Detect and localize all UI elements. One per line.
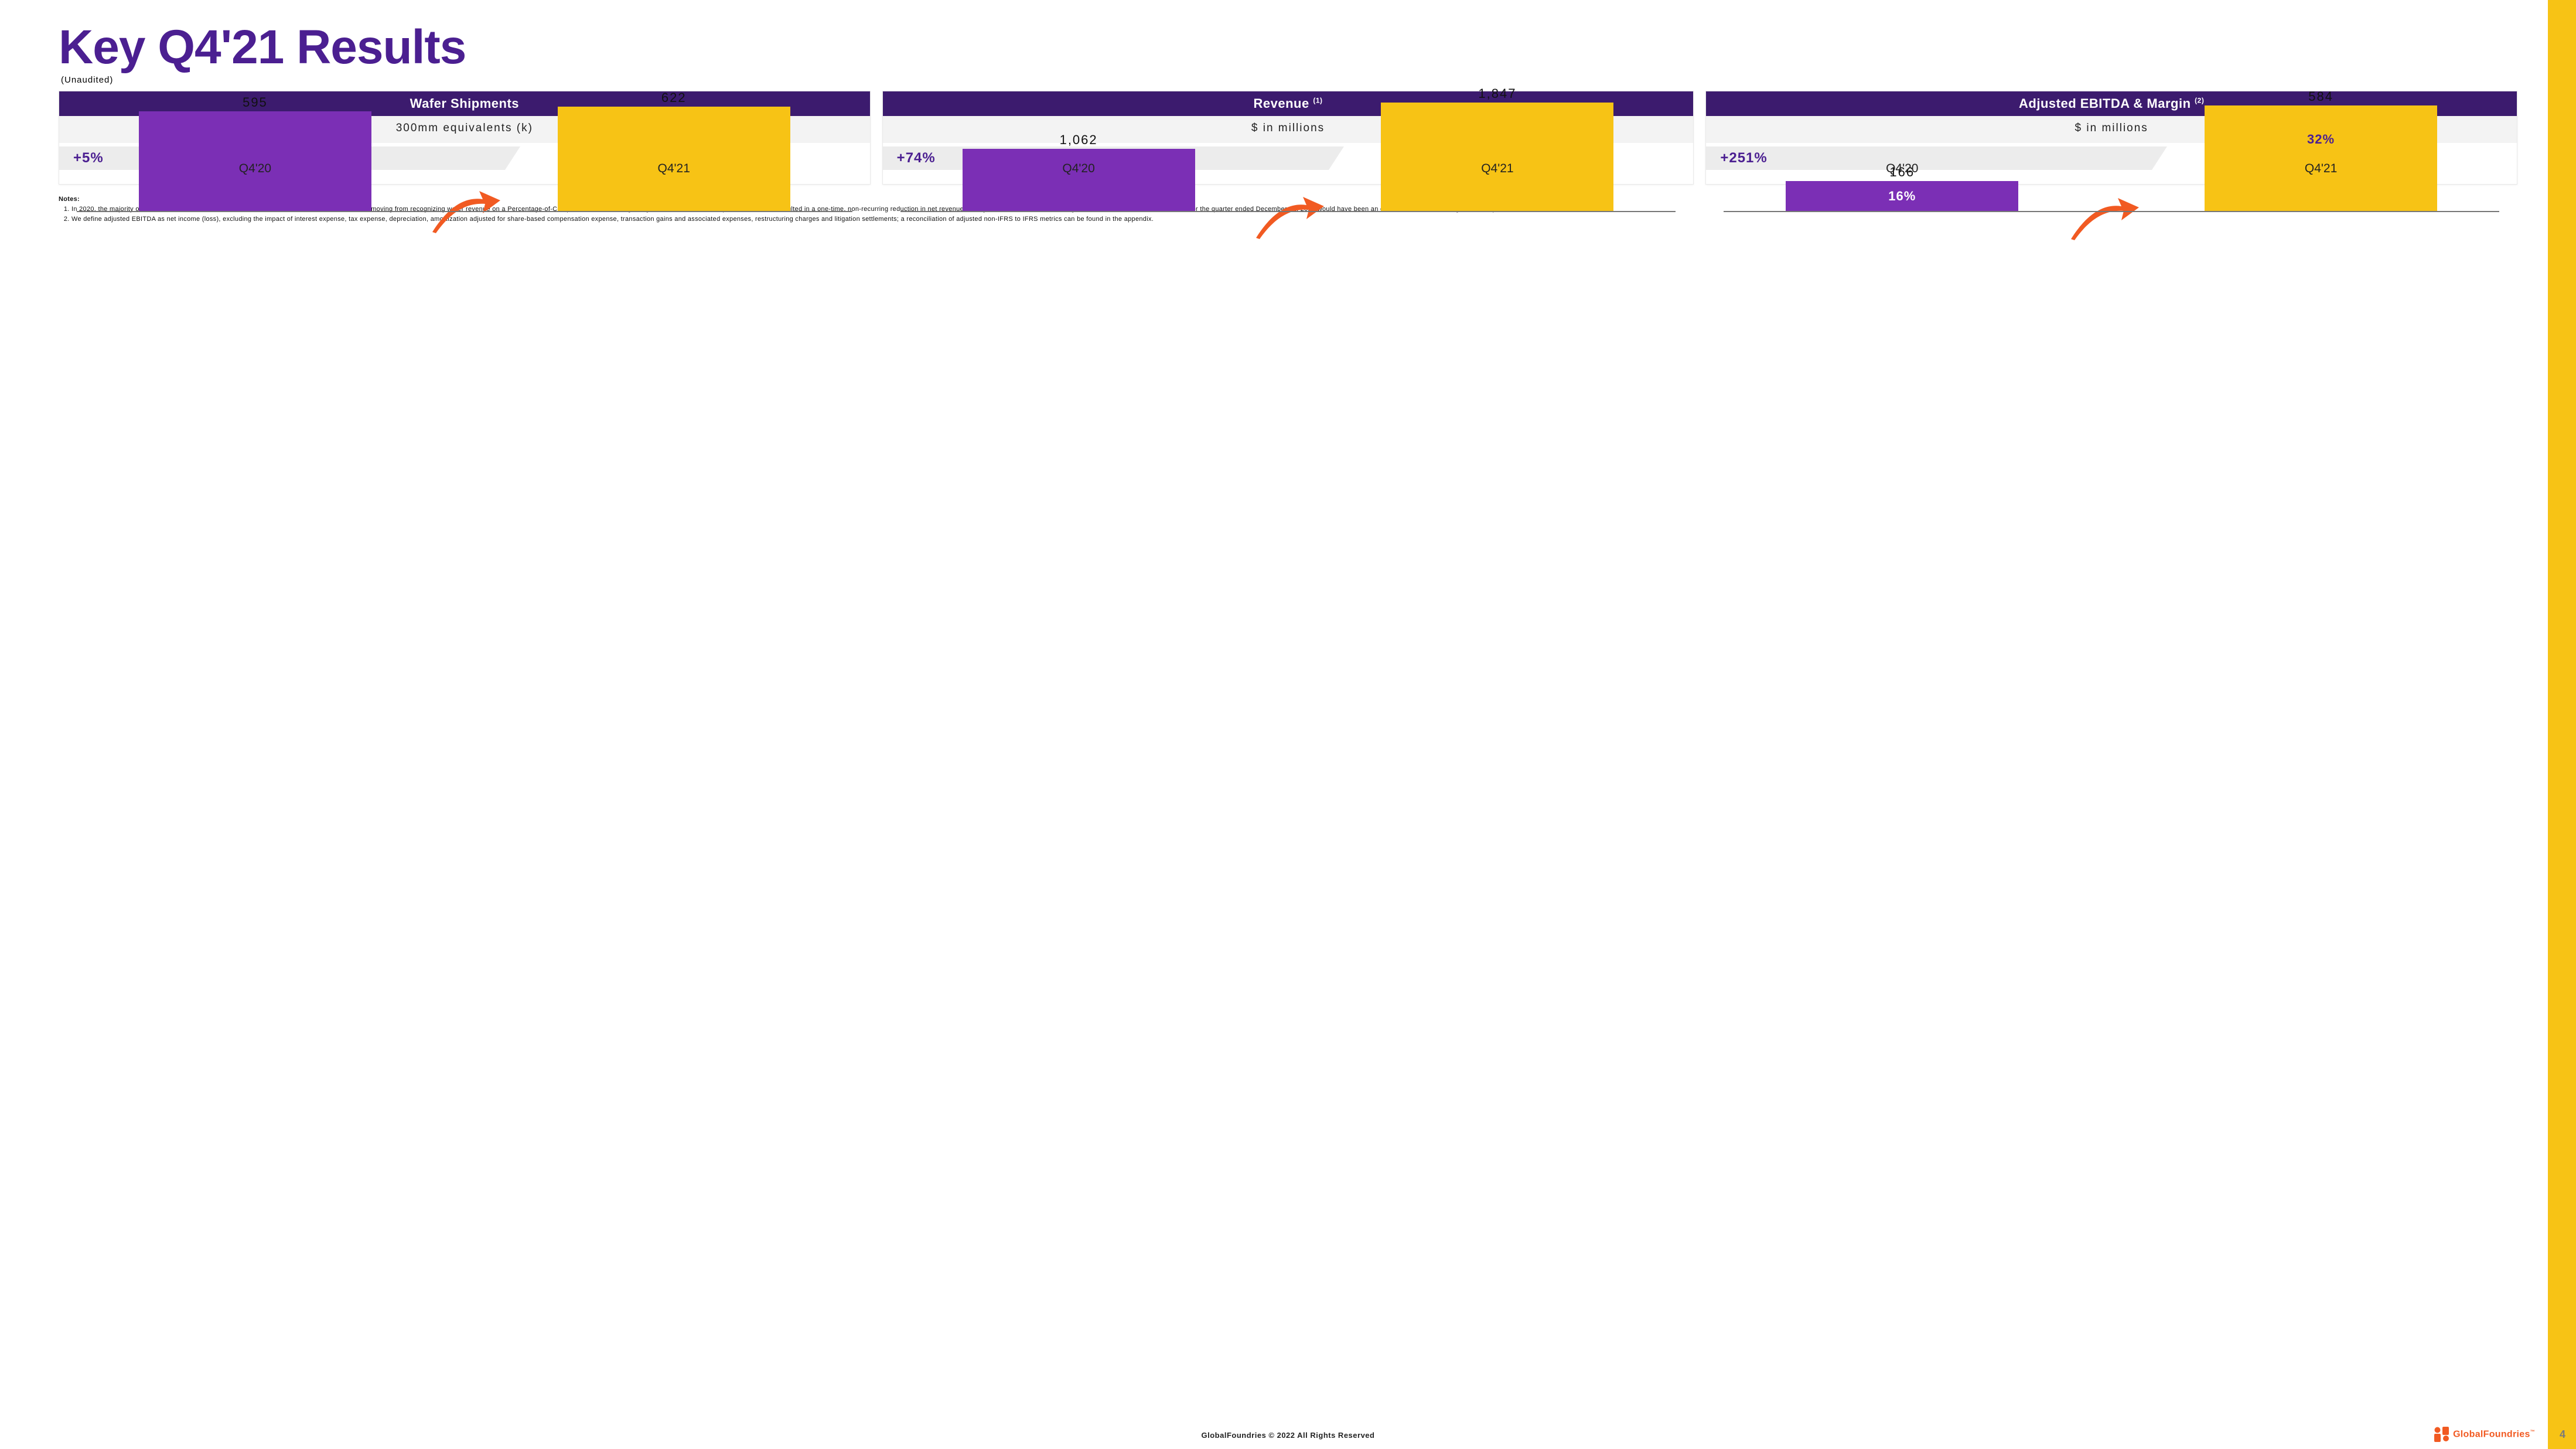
panel-header-text: Revenue <box>1254 96 1309 111</box>
panel-row: Wafer Shipments 300mm equivalents (k) +5… <box>59 91 2517 185</box>
brand-mark-icon <box>2434 1427 2449 1442</box>
right-accent-bar <box>2548 0 2576 1449</box>
unaudited-label: (Unaudited) <box>61 75 2517 85</box>
x-label: Q4'21 <box>2205 162 2437 176</box>
x-label: Q4'20 <box>963 162 1195 176</box>
x-label: Q4'21 <box>558 162 790 176</box>
brand-name-text: GlobalFoundries <box>2453 1429 2530 1439</box>
panel-revenue: Revenue (1) $ in millions +74% 1,062 <box>882 91 1694 185</box>
bar-value-label: 1,847 <box>1478 86 1516 101</box>
x-label: Q4'21 <box>1381 162 1613 176</box>
brand-logo: GlobalFoundries™ <box>2434 1427 2535 1442</box>
notes-section: Notes: In 2020, the majority of our cust… <box>59 195 2517 224</box>
slide: Key Q4'21 Results (Unaudited) Wafer Ship… <box>0 0 2576 1449</box>
x-axis-labels: Q4'20 Q4'21 <box>77 158 852 176</box>
panel-wafer: Wafer Shipments 300mm equivalents (k) +5… <box>59 91 871 185</box>
chart-plot: 1,062 1,847 <box>900 211 1676 212</box>
panel-header-text: Adjusted EBITDA & Margin <box>2019 96 2191 111</box>
bar-value-label: 595 <box>243 95 268 110</box>
x-axis-labels: Q4'20 Q4'21 <box>1724 158 2499 176</box>
x-label: Q4'20 <box>139 162 371 176</box>
slide-title: Key Q4'21 Results <box>59 23 2517 71</box>
note-item: We define adjusted EBITDA as net income … <box>71 215 2517 224</box>
panel-header-sup: (1) <box>1313 97 1322 105</box>
bar-inner-label: 32% <box>2307 132 2335 147</box>
page-number: 4 <box>2560 1428 2565 1441</box>
panel-header-text: Wafer Shipments <box>410 96 519 111</box>
notes-title: Notes: <box>59 195 2517 204</box>
footer-copyright: GlobalFoundries © 2022 All Rights Reserv… <box>0 1431 2576 1440</box>
panel-header-sup: (2) <box>2195 97 2204 105</box>
brand-name: GlobalFoundries™ <box>2453 1429 2535 1440</box>
chart-area: 166 16% 584 32% Q4'20 Q4'21 <box>1706 170 2517 184</box>
bar-value-label: 1,062 <box>1060 132 1098 148</box>
bar-q4-20: 166 16% <box>1786 181 2018 211</box>
chart-plot: 166 16% 584 32% <box>1724 211 2499 212</box>
brand-tm: ™ <box>2530 1429 2535 1434</box>
chart-area: 595 622 Q4'20 Q4'21 <box>59 170 870 184</box>
bar-value-label: 584 <box>2308 89 2333 104</box>
note-item: In 2020, the majority of our customer co… <box>71 205 2517 214</box>
notes-list: In 2020, the majority of our customer co… <box>59 205 2517 224</box>
x-axis-labels: Q4'20 Q4'21 <box>900 158 1676 176</box>
bar-value-label: 622 <box>661 90 687 105</box>
panel-ebitda: Adjusted EBITDA & Margin (2) $ in millio… <box>1705 91 2517 185</box>
bar-inner-label: 16% <box>1888 189 1916 204</box>
chart-plot: 595 622 <box>77 211 852 212</box>
chart-area: 1,062 1,847 Q4'20 Q4'21 <box>883 170 1694 184</box>
x-label: Q4'20 <box>1786 162 2018 176</box>
bar-q4-21: 1,847 <box>1381 103 1613 211</box>
